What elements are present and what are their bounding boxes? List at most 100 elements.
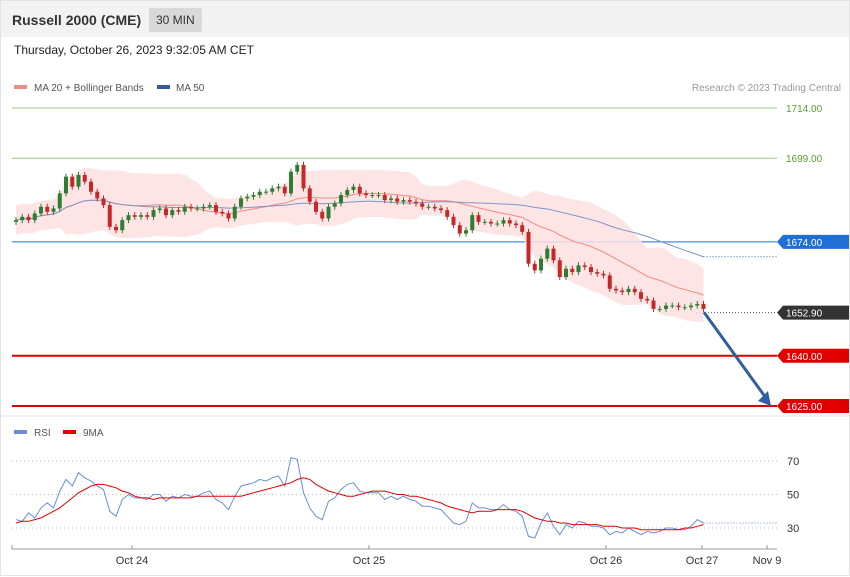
candle-body — [389, 198, 393, 201]
candle-body — [282, 186, 287, 194]
candle-body — [326, 206, 331, 219]
candle-body — [314, 201, 318, 212]
candle-body — [120, 220, 125, 231]
rsi-panel: 30 50 70 — [12, 456, 799, 539]
legend-swatch-9ma — [63, 430, 76, 434]
candle-body — [570, 268, 575, 273]
candle-body — [664, 305, 668, 309]
candle-body — [214, 205, 218, 212]
candle-body — [445, 210, 450, 217]
candle-body — [545, 248, 550, 259]
x-tick-label: Oct 26 — [590, 555, 622, 567]
candle-body — [51, 208, 56, 212]
price-legend: MA 20 + Bollinger Bands MA 50 Research ©… — [14, 83, 841, 94]
candle-body — [432, 206, 437, 209]
candle-body — [632, 288, 637, 293]
level-label-1699.00: 1699.00 — [786, 154, 823, 165]
candle-body — [539, 258, 543, 271]
candle-body — [232, 206, 237, 219]
candle-body — [276, 186, 281, 189]
candle-body — [426, 206, 431, 208]
candle-body — [451, 216, 456, 226]
level-lines — [12, 107, 777, 407]
candle-body — [195, 208, 200, 210]
candle-body — [164, 208, 168, 216]
candle-body — [557, 260, 562, 278]
candle-body — [14, 220, 18, 222]
candle-body — [670, 305, 675, 307]
ma50-line — [15, 199, 704, 258]
candle-body — [351, 186, 356, 191]
forecast-arrow-shaft — [702, 311, 768, 399]
candle-body — [176, 210, 181, 212]
legend-label-ma50: MA 50 — [176, 83, 205, 94]
candle-body — [576, 265, 581, 273]
candle-body — [251, 195, 256, 197]
legend-label-ma20: MA 20 + Bollinger Bands — [34, 83, 144, 94]
chart-header: Russell 2000 (CME) 30 MIN — [1, 1, 849, 37]
level-tag-1674.00 — [777, 234, 849, 249]
candle-body — [564, 268, 568, 278]
x-axis-ticks: Oct 24 Oct 25 Oct 26 Oct 27 Nov 9 — [11, 545, 781, 567]
x-tick-label: Oct 24 — [116, 555, 148, 567]
candle-body — [507, 220, 512, 224]
candle-body — [220, 211, 225, 214]
candle-body — [332, 203, 337, 207]
candle-body — [139, 215, 143, 217]
level-tag-1625.00 — [777, 399, 849, 413]
candle-body — [57, 193, 62, 209]
candle-body — [476, 215, 481, 222]
legend-label-rsi: RSI — [34, 428, 51, 439]
candle-body — [257, 191, 262, 196]
rsi-tick-label: 50 — [787, 490, 799, 502]
forecast-arrow — [702, 311, 771, 406]
candle-body — [639, 292, 643, 299]
candle-body — [95, 191, 100, 199]
candle-body — [76, 174, 81, 187]
candle-body — [370, 195, 375, 197]
rsi-ma9-line — [15, 477, 704, 531]
candle-body — [264, 191, 268, 193]
candle-body — [307, 188, 312, 202]
x-tick-label: Oct 27 — [686, 555, 718, 567]
candle-body — [395, 198, 400, 202]
candle-body — [289, 171, 293, 194]
instrument-title: Russell 2000 (CME) — [12, 12, 142, 28]
candle-body — [657, 308, 662, 310]
candle-body — [32, 213, 37, 221]
candle-body — [651, 300, 656, 309]
candle-body — [339, 195, 343, 204]
candle-body — [157, 208, 162, 211]
candle-body — [45, 206, 50, 212]
candle-body — [364, 193, 368, 196]
candle-body — [626, 288, 631, 293]
candle-body — [170, 210, 175, 216]
candle-body — [245, 196, 250, 199]
copyright-label: Research © 2023 Trading Central — [692, 83, 841, 94]
legend-swatch-ma50 — [157, 85, 170, 89]
candle-body — [26, 216, 31, 221]
candle-body — [126, 215, 131, 221]
candle-body — [601, 273, 606, 276]
candle-body — [582, 265, 587, 268]
candle-body — [695, 303, 700, 306]
candle-body — [201, 206, 206, 209]
candle-body — [151, 210, 156, 217]
candle-body — [689, 305, 693, 308]
candle-body — [514, 223, 518, 226]
candle-body — [614, 288, 618, 291]
candle-body — [439, 208, 443, 211]
candle-body — [382, 195, 387, 201]
timeframe-badge[interactable]: 30 MIN — [149, 8, 202, 32]
candle-body — [376, 195, 381, 197]
candle-body — [357, 186, 362, 194]
legend-swatch-ma20 — [14, 85, 27, 89]
candle-body — [107, 205, 112, 227]
candle-body — [526, 231, 531, 264]
candle-body — [145, 215, 150, 217]
candle-body — [20, 216, 25, 221]
current-price-tag — [777, 305, 849, 320]
rsi-tick-label: 30 — [787, 523, 799, 535]
